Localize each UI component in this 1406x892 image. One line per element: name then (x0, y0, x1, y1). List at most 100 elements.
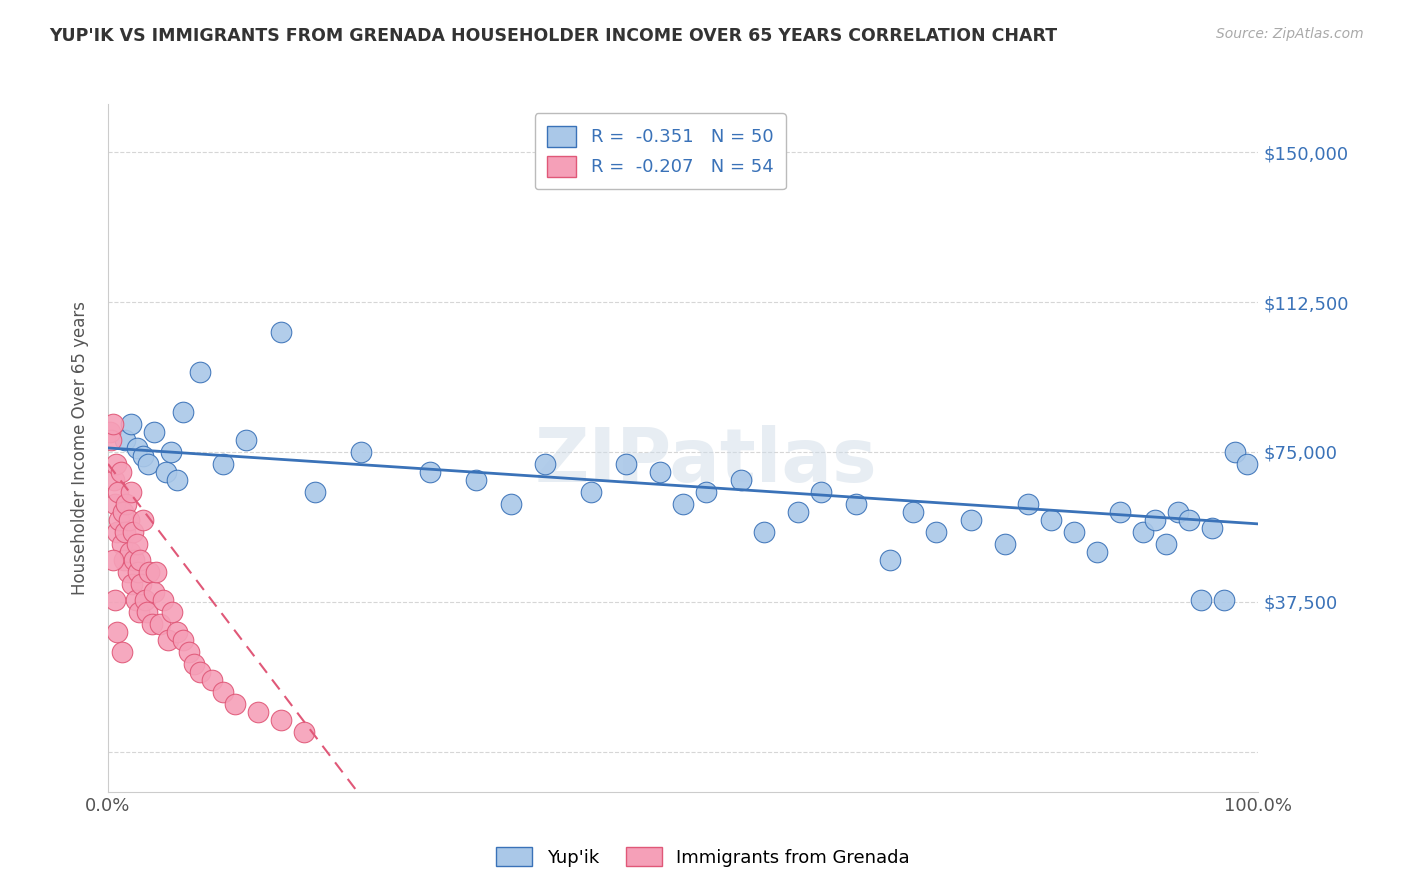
Point (118, 513, 141, 527)
Point (111, 505, 134, 519)
Point (127, 565, 149, 579)
Point (138, 565, 160, 579)
Point (101, 417, 124, 431)
Point (143, 585, 166, 599)
Legend: Yup'ik, Immigrants from Grenada: Yup'ik, Immigrants from Grenada (489, 840, 917, 874)
Point (108, 513, 131, 527)
Point (695, 484, 717, 499)
Point (131, 513, 153, 527)
Point (879, 553, 901, 567)
Point (1236, 457, 1258, 471)
Point (114, 524, 136, 539)
Point (200, 673, 222, 687)
Point (224, 697, 246, 711)
Point (136, 457, 159, 471)
Point (143, 425, 166, 439)
Point (104, 592, 127, 607)
Point (959, 513, 981, 527)
Point (730, 473, 752, 487)
Point (177, 645, 200, 659)
Point (125, 537, 148, 551)
Point (155, 465, 177, 479)
Legend: R =  -0.351   N = 50, R =  -0.207   N = 54: R = -0.351 N = 50, R = -0.207 N = 54 (534, 113, 786, 189)
Point (156, 632, 179, 647)
Point (994, 537, 1017, 551)
Point (149, 616, 172, 631)
Point (134, 592, 156, 607)
Point (121, 577, 143, 591)
Point (104, 497, 127, 511)
Point (350, 445, 373, 459)
Text: Source: ZipAtlas.com: Source: ZipAtlas.com (1216, 27, 1364, 41)
Point (105, 524, 128, 539)
Point (117, 565, 139, 579)
Point (235, 433, 257, 447)
Point (118, 545, 141, 559)
Point (172, 405, 194, 419)
Point (270, 325, 292, 339)
Point (1143, 513, 1166, 527)
Point (110, 465, 132, 479)
Point (1087, 545, 1109, 559)
Point (152, 592, 174, 607)
Point (212, 457, 235, 471)
Point (124, 553, 146, 567)
Point (1132, 524, 1154, 539)
Point (188, 665, 211, 679)
Point (112, 553, 135, 567)
Point (183, 657, 205, 671)
Point (105, 457, 128, 471)
Point (1178, 513, 1201, 527)
Point (166, 473, 188, 487)
Point (101, 553, 124, 567)
Point (188, 365, 211, 379)
Point (125, 441, 148, 455)
Point (114, 433, 136, 447)
Point (115, 497, 138, 511)
Point (131, 449, 153, 463)
Point (270, 713, 292, 727)
Point (111, 645, 134, 659)
Point (1225, 445, 1247, 459)
Point (145, 565, 167, 579)
Point (614, 457, 637, 471)
Point (419, 465, 441, 479)
Point (124, 592, 146, 607)
Point (246, 705, 269, 719)
Text: ZIPatlas: ZIPatlas (534, 425, 877, 499)
Point (903, 505, 925, 519)
Point (845, 497, 868, 511)
Point (128, 605, 150, 619)
Point (1156, 537, 1178, 551)
Point (752, 524, 775, 539)
Point (103, 473, 125, 487)
Point (787, 505, 810, 519)
Point (1189, 592, 1212, 607)
Point (120, 417, 142, 431)
Point (162, 605, 184, 619)
Point (304, 484, 326, 499)
Point (1201, 521, 1223, 535)
Point (1063, 524, 1085, 539)
Point (100, 433, 122, 447)
Point (1167, 505, 1189, 519)
Point (534, 457, 557, 471)
Point (1040, 513, 1063, 527)
Point (672, 497, 695, 511)
Point (925, 524, 948, 539)
Point (499, 497, 522, 511)
Point (166, 624, 188, 639)
Point (579, 484, 602, 499)
Point (107, 484, 129, 499)
Point (122, 524, 145, 539)
Point (650, 465, 672, 479)
Point (129, 553, 152, 567)
Point (292, 724, 315, 739)
Point (111, 537, 134, 551)
Point (98, 425, 121, 439)
Point (136, 605, 159, 619)
Point (105, 624, 128, 639)
Point (120, 484, 142, 499)
Point (1017, 497, 1039, 511)
Point (810, 484, 832, 499)
